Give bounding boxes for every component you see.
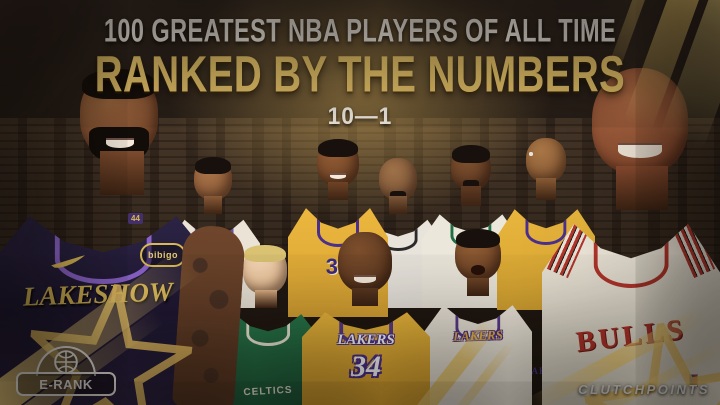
jersey-strap-stripe — [546, 224, 593, 279]
clutchpoints-watermark: CLUTCHPOINTS — [578, 382, 710, 397]
lebron-tattooed-arm — [171, 224, 247, 405]
player-neck — [616, 166, 668, 210]
player-neck — [328, 182, 348, 200]
player-head — [243, 245, 287, 294]
player-jersey: LAKERS — [424, 305, 532, 405]
player-head — [194, 157, 232, 200]
hair — [318, 139, 358, 158]
player-head — [338, 232, 392, 292]
smile — [329, 173, 347, 180]
player-neck — [536, 178, 556, 200]
title-line-2: RANKED BY THE NUMBERS — [94, 44, 626, 103]
hair — [456, 229, 500, 248]
player-jersey: LAKERS 34 — [302, 312, 430, 405]
player-head — [317, 139, 359, 186]
jersey-text: LAKERS — [337, 332, 395, 348]
player-kobe-bryant: LAKERS — [424, 222, 532, 405]
player-neck — [352, 288, 378, 306]
player-neck — [255, 290, 277, 308]
player-jersey — [542, 224, 720, 405]
sponsor-patch: bibigo — [140, 243, 186, 267]
player-neck — [204, 196, 222, 214]
player-head — [379, 158, 417, 201]
rank-range-label: 10—1 — [327, 103, 393, 130]
player-head — [80, 69, 158, 163]
jersey-number: 34 — [351, 350, 381, 383]
open-mouth — [470, 265, 486, 275]
erank-label: E-RANK — [16, 372, 116, 396]
player-head — [451, 145, 491, 191]
jersey-collar — [525, 218, 567, 246]
title-line-1: 100 GREATEST NBA PLAYERS OF ALL TIME — [103, 12, 617, 49]
smile — [354, 275, 376, 283]
player-head — [455, 229, 501, 280]
goatee — [390, 190, 406, 201]
goggles — [529, 152, 563, 163]
smile — [617, 143, 663, 159]
smile — [105, 137, 134, 148]
player-head — [526, 138, 566, 182]
jersey-strap-number: 44 — [128, 213, 143, 224]
player-neck — [100, 151, 144, 195]
goatee — [463, 180, 479, 191]
hair — [195, 157, 231, 174]
player-neck — [389, 196, 407, 214]
hair — [244, 245, 286, 263]
jersey-collar — [593, 240, 669, 289]
player-neck — [461, 186, 481, 206]
player-shaquille-oneal: LAKERS 34 — [302, 228, 430, 405]
erank-badge: E-RANK — [16, 346, 116, 396]
hair — [82, 69, 156, 100]
jersey-strap-stripe — [669, 224, 716, 279]
nike-swoosh-icon — [51, 255, 85, 268]
player-neck — [467, 278, 489, 296]
hair — [452, 145, 490, 163]
jersey-collar — [246, 322, 290, 347]
jersey-text: LAKERS — [452, 327, 504, 344]
